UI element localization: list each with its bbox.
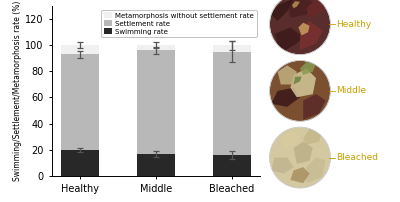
Bar — [62, 150, 99, 176]
Text: Bleached: Bleached — [336, 153, 378, 162]
Y-axis label: Swimming/Settlement/Metamorphosis rate (%): Swimming/Settlement/Metamorphosis rate (… — [13, 1, 22, 181]
Polygon shape — [271, 158, 294, 174]
Polygon shape — [290, 68, 316, 97]
Polygon shape — [270, 61, 330, 121]
Polygon shape — [300, 62, 316, 75]
Polygon shape — [298, 23, 310, 35]
Polygon shape — [270, 127, 330, 188]
Bar — [213, 155, 250, 176]
Bar — [137, 45, 175, 50]
Polygon shape — [306, 158, 326, 183]
Polygon shape — [300, 21, 322, 50]
Bar — [213, 52, 250, 155]
Bar — [137, 50, 175, 154]
Polygon shape — [271, 0, 294, 21]
Polygon shape — [294, 142, 313, 164]
Legend: Metamorphosis without settlement rate, Settlement rate, Swimming rate: Metamorphosis without settlement rate, S… — [101, 9, 256, 37]
Polygon shape — [274, 27, 303, 53]
Polygon shape — [287, 0, 313, 18]
Polygon shape — [281, 132, 300, 148]
Bar — [62, 45, 99, 54]
Bar — [213, 45, 250, 52]
Polygon shape — [270, 0, 330, 55]
Bar — [62, 54, 99, 150]
Text: Middle: Middle — [336, 86, 366, 95]
Polygon shape — [303, 129, 322, 145]
Polygon shape — [292, 1, 300, 8]
Polygon shape — [290, 167, 310, 183]
Polygon shape — [278, 65, 297, 84]
Text: Healthy: Healthy — [336, 20, 371, 29]
Polygon shape — [294, 77, 302, 84]
Polygon shape — [306, 0, 329, 18]
Bar — [137, 154, 175, 176]
Polygon shape — [271, 88, 300, 107]
Polygon shape — [303, 94, 326, 120]
